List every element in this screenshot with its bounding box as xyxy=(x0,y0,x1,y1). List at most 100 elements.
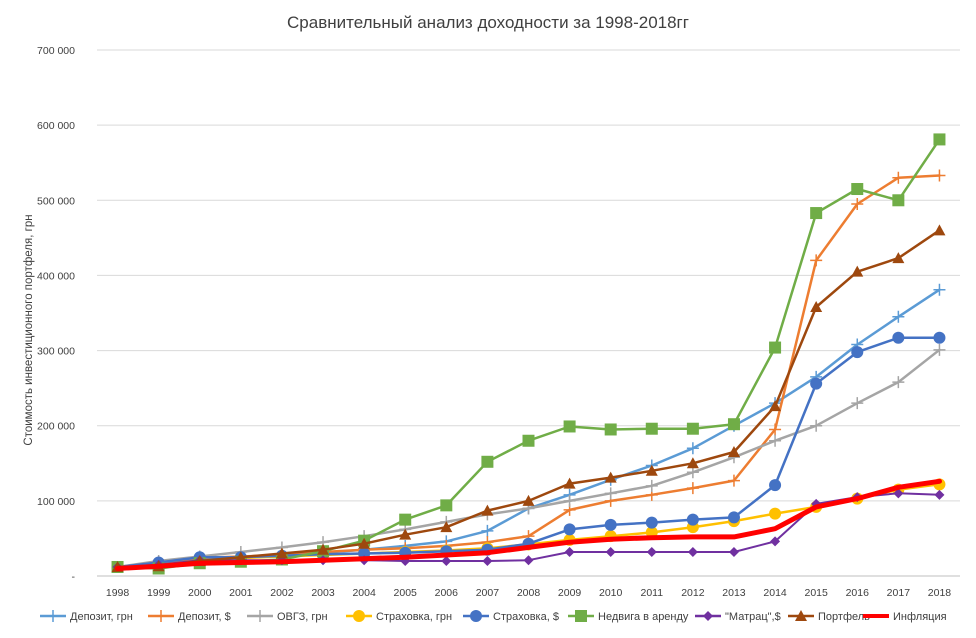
y-tick-label: 600 000 xyxy=(37,120,75,132)
y-axis-label: Стоимость инвестиционного портфеля, грн xyxy=(23,214,35,445)
data-point xyxy=(934,489,945,500)
chart-title: Сравнительный анализ доходности за 1998-… xyxy=(287,13,689,32)
data-point xyxy=(810,300,823,312)
data-point xyxy=(686,442,699,455)
legend-item: Инфляция xyxy=(863,611,947,623)
data-point xyxy=(892,310,905,323)
x-tick-label: 2013 xyxy=(722,587,746,599)
data-point xyxy=(441,555,452,566)
data-point xyxy=(851,265,864,277)
data-point xyxy=(933,224,946,236)
axis-ticks: - 100 000 200 000 300 000 400 000 500 000 600 … xyxy=(37,45,951,599)
data-point xyxy=(645,464,658,476)
data-point xyxy=(522,434,535,447)
data-point xyxy=(769,507,782,520)
data-point xyxy=(933,331,946,344)
data-point xyxy=(481,455,494,468)
data-point xyxy=(482,555,493,566)
data-point xyxy=(470,610,482,622)
data-point xyxy=(727,446,740,458)
x-tick-label: 2017 xyxy=(887,587,911,599)
x-tick-label: 1999 xyxy=(147,587,171,599)
data-point xyxy=(254,610,266,622)
data-point xyxy=(686,457,699,469)
data-point xyxy=(769,479,782,492)
legend-item: Недвига в аренду xyxy=(568,610,689,623)
legend-item: Страховка, грн xyxy=(346,610,452,623)
data-point xyxy=(933,343,946,356)
data-point xyxy=(795,610,807,621)
x-tick-label: 2008 xyxy=(517,587,541,599)
data-point xyxy=(523,555,534,566)
data-point xyxy=(687,546,698,557)
series-line xyxy=(115,478,942,571)
data-point xyxy=(605,546,616,557)
data-point xyxy=(686,482,699,495)
data-point xyxy=(563,523,576,536)
series-group xyxy=(111,133,946,575)
data-point xyxy=(892,252,905,264)
data-point xyxy=(892,331,905,344)
legend-label: Инфляция xyxy=(893,611,947,623)
y-tick-label: 300 000 xyxy=(37,346,75,358)
data-point xyxy=(727,511,740,524)
legend: Депозит, грн Депозит, $ ОВГЗ, грн Страховка… xyxy=(40,610,947,623)
data-point xyxy=(769,423,782,436)
data-point xyxy=(851,346,864,359)
data-point xyxy=(604,487,617,500)
data-point xyxy=(564,546,575,557)
data-point xyxy=(728,546,739,557)
x-tick-label: 1998 xyxy=(106,587,130,599)
data-point xyxy=(686,513,699,526)
data-point xyxy=(522,494,535,506)
legend-label: Депозит, $ xyxy=(178,611,231,623)
data-point xyxy=(769,341,782,354)
data-point xyxy=(234,551,247,563)
legend-item: Депозит, $ xyxy=(148,610,231,623)
data-point xyxy=(769,400,782,412)
data-point xyxy=(892,171,905,184)
data-point xyxy=(353,610,365,622)
y-tick-label: 400 000 xyxy=(37,270,75,282)
data-point xyxy=(933,133,946,146)
data-point xyxy=(810,377,823,390)
data-point xyxy=(645,422,658,435)
data-point xyxy=(892,376,905,389)
series-7 xyxy=(111,224,946,572)
legend-item: Портфель xyxy=(788,610,870,623)
y-tick-label: - xyxy=(72,571,76,583)
legend-label: "Матрац",$ xyxy=(725,611,781,623)
data-point xyxy=(933,283,946,296)
legend-label: Депозит, грн xyxy=(70,611,133,623)
data-point xyxy=(686,422,699,435)
data-point xyxy=(317,543,330,555)
x-tick-label: 2018 xyxy=(928,587,952,599)
x-tick-label: 2007 xyxy=(476,587,500,599)
data-point xyxy=(275,547,288,559)
data-point xyxy=(851,198,864,211)
data-point xyxy=(399,513,412,526)
data-point xyxy=(703,611,713,621)
y-tick-label: 500 000 xyxy=(37,195,75,207)
data-point xyxy=(645,516,658,529)
data-point xyxy=(727,418,740,431)
x-tick-label: 2006 xyxy=(435,587,459,599)
data-point xyxy=(645,479,658,492)
data-point xyxy=(604,518,617,531)
y-tick-label: 100 000 xyxy=(37,496,75,508)
data-point xyxy=(893,488,904,499)
legend-label: Недвига в аренду xyxy=(598,611,689,623)
data-point xyxy=(686,466,699,479)
data-point xyxy=(810,419,823,432)
data-point xyxy=(47,610,59,622)
data-point xyxy=(155,610,167,622)
data-point xyxy=(892,194,905,207)
legend-label: Страховка, $ xyxy=(493,611,559,623)
x-tick-label: 2005 xyxy=(394,587,418,599)
data-point xyxy=(575,610,587,622)
x-tick-label: 2011 xyxy=(640,587,663,599)
legend-item: ОВГЗ, грн xyxy=(247,610,328,623)
x-tick-label: 2014 xyxy=(763,587,787,599)
legend-item: "Матрац",$ xyxy=(695,611,781,623)
data-point xyxy=(440,521,453,533)
